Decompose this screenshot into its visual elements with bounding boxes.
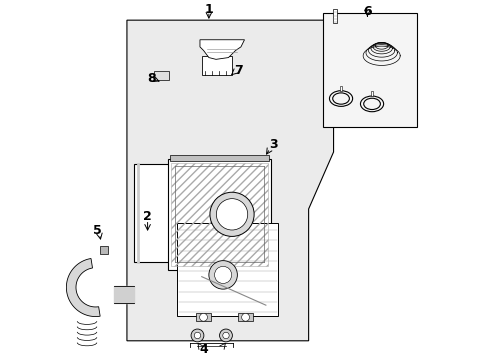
Text: 1: 1 [204,3,213,16]
Circle shape [194,332,200,339]
Circle shape [214,266,231,283]
Bar [322,13,416,127]
Polygon shape [167,159,271,270]
Text: 2: 2 [143,210,152,222]
Bar [177,223,278,316]
Text: 8: 8 [146,72,155,85]
Circle shape [216,199,247,230]
Bar [339,86,342,91]
Bar [332,9,337,23]
Text: 5: 5 [93,224,102,237]
Polygon shape [200,40,244,59]
Circle shape [241,313,249,321]
Circle shape [223,332,229,339]
Bar [238,312,252,321]
Bar [171,163,267,266]
Circle shape [208,261,237,289]
Circle shape [209,192,254,237]
Bar [170,155,269,161]
Text: 4: 4 [199,343,207,356]
Text: 6: 6 [363,5,371,18]
Polygon shape [127,20,333,341]
Bar [196,312,210,321]
Bar [153,71,168,80]
Text: 7: 7 [233,63,242,77]
Bar [134,165,173,262]
Circle shape [219,329,232,342]
Bar [100,246,108,253]
Text: 3: 3 [269,138,278,151]
Circle shape [191,329,203,342]
Polygon shape [66,258,100,316]
Bar [370,91,373,96]
Bar [202,56,232,75]
Circle shape [199,313,207,321]
